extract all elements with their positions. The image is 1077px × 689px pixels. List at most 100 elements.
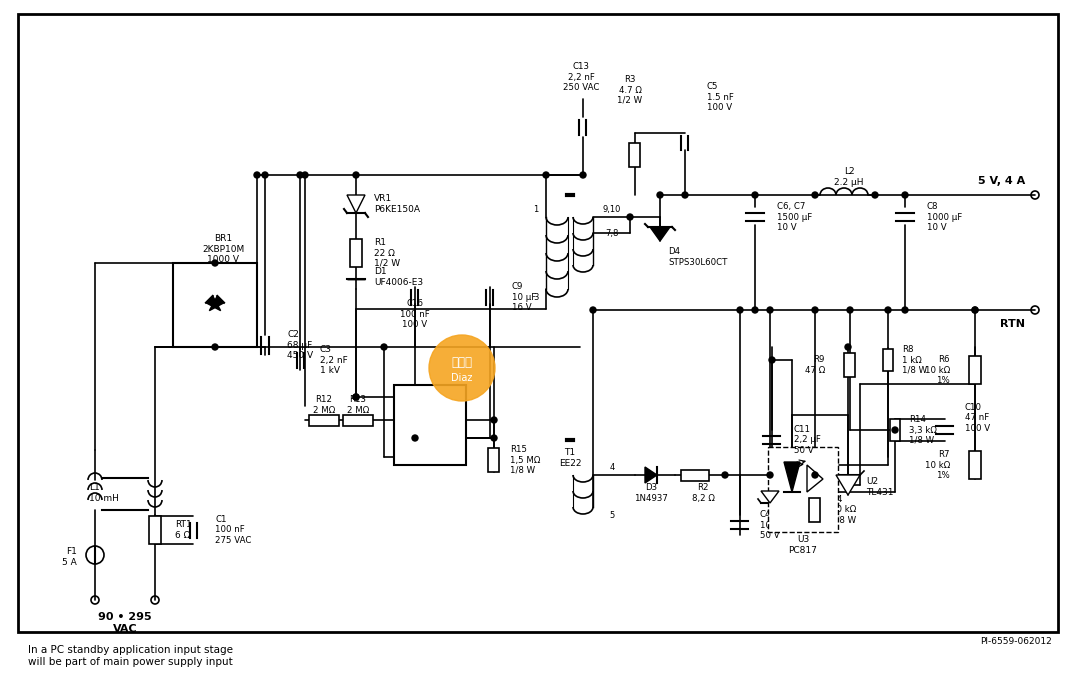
- Circle shape: [903, 307, 908, 313]
- Polygon shape: [206, 296, 221, 311]
- Bar: [810, 498, 821, 522]
- Text: R3
4.7 Ω
1/2 W: R3 4.7 Ω 1/2 W: [617, 75, 643, 105]
- Polygon shape: [651, 227, 670, 241]
- Circle shape: [491, 417, 496, 423]
- Text: D4
STPS30L60CT: D4 STPS30L60CT: [668, 247, 727, 267]
- Text: R9
47 Ω: R9 47 Ω: [805, 356, 825, 375]
- Text: S: S: [398, 453, 403, 462]
- Text: C10
47 nF
100 V: C10 47 nF 100 V: [965, 403, 990, 433]
- Text: TinySwitch-4: TinySwitch-4: [402, 395, 454, 404]
- Circle shape: [812, 307, 819, 313]
- Text: U1: U1: [422, 407, 434, 415]
- Polygon shape: [209, 296, 224, 311]
- Bar: [969, 451, 981, 479]
- Text: C3
2,2 nF
1 kV: C3 2,2 nF 1 kV: [320, 345, 348, 375]
- Text: 5: 5: [610, 511, 615, 520]
- Bar: [394, 385, 466, 465]
- Circle shape: [627, 214, 633, 220]
- Circle shape: [429, 335, 495, 401]
- Bar: [18, 14, 1058, 632]
- Text: C13
2,2 nF
250 VAC: C13 2,2 nF 250 VAC: [563, 62, 599, 92]
- Circle shape: [845, 344, 851, 350]
- Bar: [350, 239, 362, 267]
- Circle shape: [302, 172, 308, 178]
- Circle shape: [812, 192, 819, 198]
- Bar: [890, 419, 900, 441]
- Circle shape: [353, 394, 359, 400]
- Bar: [173, 263, 257, 347]
- Text: 电源网: 电源网: [451, 356, 473, 369]
- Text: R15
1,5 MΩ
1/8 W: R15 1,5 MΩ 1/8 W: [510, 445, 541, 475]
- Text: R13
2 MΩ: R13 2 MΩ: [347, 395, 369, 415]
- Circle shape: [973, 307, 978, 313]
- Circle shape: [769, 357, 775, 363]
- Text: R1
22 Ω
1/2 W: R1 22 Ω 1/2 W: [374, 238, 401, 268]
- Text: U3
PC817: U3 PC817: [788, 535, 817, 555]
- Text: 7,8: 7,8: [605, 229, 618, 238]
- Circle shape: [767, 472, 773, 478]
- Circle shape: [543, 172, 549, 178]
- Text: Diaz: Diaz: [451, 373, 473, 383]
- Circle shape: [212, 260, 218, 266]
- Text: C11
2,2 μF
50 V: C11 2,2 μF 50 V: [794, 425, 821, 455]
- Text: In a PC standby application input stage
will be part of main power supply input: In a PC standby application input stage …: [28, 645, 233, 666]
- Circle shape: [353, 172, 359, 178]
- Text: C6, C7
1500 μF
10 V: C6, C7 1500 μF 10 V: [777, 202, 812, 232]
- Circle shape: [657, 192, 663, 198]
- Polygon shape: [836, 475, 861, 495]
- Text: C5
1.5 nF
100 V: C5 1.5 nF 100 V: [707, 82, 733, 112]
- Text: T1
EE22: T1 EE22: [559, 449, 582, 468]
- Circle shape: [903, 192, 908, 198]
- Bar: [342, 415, 373, 426]
- Circle shape: [412, 435, 418, 441]
- Text: 3: 3: [533, 293, 538, 302]
- Text: R12
2 MΩ: R12 2 MΩ: [313, 395, 335, 415]
- Text: C16
100 nF
100 V: C16 100 nF 100 V: [401, 299, 430, 329]
- Circle shape: [737, 307, 743, 313]
- Bar: [149, 516, 160, 544]
- Text: BP/M: BP/M: [443, 433, 462, 442]
- Circle shape: [212, 344, 218, 350]
- Text: RTN: RTN: [1001, 319, 1025, 329]
- Text: 1: 1: [533, 205, 538, 214]
- Circle shape: [262, 172, 268, 178]
- Text: PI-6559-062012: PI-6559-062012: [980, 637, 1052, 646]
- Text: 90 • 295
VAC: 90 • 295 VAC: [98, 613, 152, 634]
- Text: C8
1000 μF
10 V: C8 1000 μF 10 V: [927, 202, 962, 232]
- Text: 9,10: 9,10: [603, 205, 621, 214]
- FancyBboxPatch shape: [768, 447, 838, 532]
- Text: D3
1N4937: D3 1N4937: [634, 483, 668, 503]
- Text: R2
8,2 Ω: R2 8,2 Ω: [691, 483, 714, 503]
- Circle shape: [590, 307, 596, 313]
- Polygon shape: [347, 195, 365, 213]
- Text: BR1
2KBP10M
1000 V: BR1 2KBP10M 1000 V: [201, 234, 244, 264]
- Circle shape: [254, 172, 260, 178]
- Circle shape: [885, 307, 891, 313]
- Text: EN/UV: EN/UV: [438, 415, 462, 424]
- Circle shape: [767, 307, 773, 313]
- Text: R6
10 kΩ
1%: R6 10 kΩ 1%: [925, 355, 950, 385]
- Circle shape: [682, 192, 688, 198]
- Text: R7
10 kΩ
1%: R7 10 kΩ 1%: [925, 450, 950, 480]
- Circle shape: [892, 427, 898, 433]
- Text: TNY290PG: TNY290PG: [405, 418, 451, 427]
- Bar: [629, 143, 641, 167]
- Text: 5 V, 4 A: 5 V, 4 A: [978, 176, 1025, 186]
- Text: VR2
1N5254
27 V: VR2 1N5254 27 V: [788, 482, 822, 512]
- Text: C4
100 μF
50 V: C4 100 μF 50 V: [760, 510, 789, 540]
- Polygon shape: [645, 467, 657, 483]
- Polygon shape: [784, 462, 800, 492]
- Circle shape: [491, 435, 496, 441]
- Text: RT1
6 Ω: RT1 6 Ω: [174, 520, 192, 539]
- Circle shape: [752, 307, 758, 313]
- Text: D1
UF4006-E3: D1 UF4006-E3: [374, 267, 423, 287]
- Text: C9
10 μF
16 V: C9 10 μF 16 V: [512, 282, 536, 312]
- Text: C2
68 μF
450 V: C2 68 μF 450 V: [286, 330, 313, 360]
- Circle shape: [722, 472, 728, 478]
- Polygon shape: [807, 465, 823, 492]
- Circle shape: [752, 192, 758, 198]
- Bar: [883, 349, 893, 371]
- Text: F1
5 A: F1 5 A: [62, 547, 76, 566]
- Circle shape: [847, 307, 853, 313]
- Polygon shape: [761, 491, 779, 503]
